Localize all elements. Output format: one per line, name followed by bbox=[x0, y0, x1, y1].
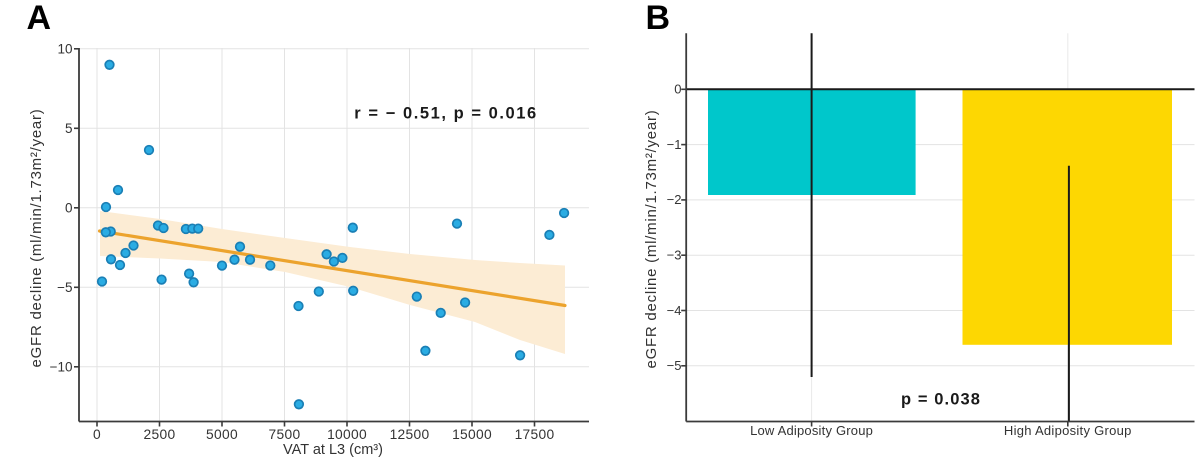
svg-text:−10: −10 bbox=[50, 359, 73, 374]
svg-text:r = − 0.51, p = 0.016: r = − 0.51, p = 0.016 bbox=[354, 105, 537, 123]
svg-text:−5: −5 bbox=[57, 280, 72, 295]
svg-text:−5: −5 bbox=[667, 358, 682, 373]
svg-text:p = 0.038: p = 0.038 bbox=[901, 391, 981, 409]
svg-text:VAT at L3 (cm³): VAT at L3 (cm³) bbox=[283, 442, 383, 458]
svg-text:7500: 7500 bbox=[269, 427, 301, 442]
svg-text:10: 10 bbox=[57, 41, 72, 56]
svg-text:−3: −3 bbox=[667, 248, 682, 263]
svg-text:5000: 5000 bbox=[206, 427, 238, 442]
svg-text:12500: 12500 bbox=[390, 427, 430, 442]
svg-text:17500: 17500 bbox=[515, 427, 555, 442]
svg-text:eGFR decline (ml/min/1.73m²/ye: eGFR decline (ml/min/1.73m²/year) bbox=[28, 109, 45, 368]
svg-text:0: 0 bbox=[65, 200, 73, 215]
svg-text:B: B bbox=[646, 0, 671, 37]
svg-text:−4: −4 bbox=[667, 303, 682, 318]
svg-text:eGFR decline (ml/min/1.73m²/ye: eGFR decline (ml/min/1.73m²/year) bbox=[643, 110, 660, 369]
svg-text:A: A bbox=[27, 0, 52, 37]
svg-text:−1: −1 bbox=[667, 137, 682, 152]
svg-text:−2: −2 bbox=[667, 192, 682, 207]
svg-text:15000: 15000 bbox=[452, 427, 492, 442]
svg-text:2500: 2500 bbox=[144, 427, 176, 442]
svg-text:High Adiposity Group: High Adiposity Group bbox=[1004, 423, 1132, 438]
svg-text:Low Adiposity Group: Low Adiposity Group bbox=[750, 423, 873, 438]
svg-text:0: 0 bbox=[674, 82, 681, 97]
svg-text:10000: 10000 bbox=[327, 427, 367, 442]
svg-text:0: 0 bbox=[93, 427, 101, 442]
svg-text:5: 5 bbox=[65, 121, 73, 136]
